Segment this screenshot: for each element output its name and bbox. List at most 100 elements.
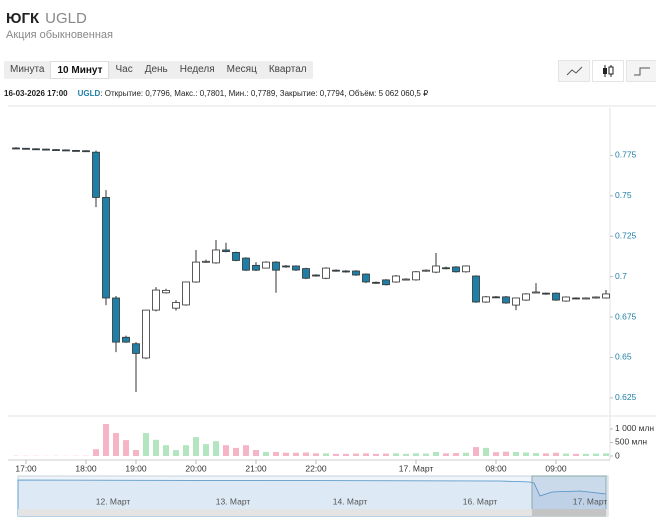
volume-bar	[543, 453, 549, 456]
navigator-selection[interactable]	[531, 475, 607, 517]
volume-bar	[593, 453, 599, 456]
candle-body	[312, 274, 320, 277]
candle-body	[602, 293, 610, 299]
volume-bar	[333, 453, 339, 456]
candle-body	[152, 289, 160, 311]
volume-bar	[443, 453, 449, 456]
scrollbar-thumb[interactable]	[532, 509, 606, 516]
x-tick-label: 21:00	[245, 463, 267, 473]
candle-body	[42, 148, 50, 151]
y-tick-label: 0.625	[615, 392, 637, 402]
tab[interactable]: Час	[115, 64, 133, 75]
volume-bar	[433, 451, 439, 456]
y-tick-label: 0.675	[615, 311, 637, 321]
volume-bar	[193, 437, 199, 456]
candle-body	[432, 265, 440, 273]
volume-bar	[263, 451, 269, 456]
candle-body	[542, 292, 550, 295]
x-tick-label: 18:00	[75, 463, 97, 473]
volume-bar	[213, 441, 219, 456]
candle-body	[132, 343, 140, 354]
line-button[interactable]	[558, 60, 590, 82]
tab[interactable]: Месяц	[226, 64, 257, 75]
volume-bar	[583, 453, 589, 456]
volume-tick-label: 500 млн	[615, 437, 647, 447]
x-tick-label: 17. Март	[399, 463, 434, 473]
subtitle: Акция обыкновенная	[6, 29, 113, 41]
volume-bar	[163, 445, 169, 456]
volume-bar	[513, 451, 519, 456]
volume-bar	[153, 439, 159, 456]
candle-button[interactable]	[592, 60, 624, 82]
candle-body	[472, 275, 480, 303]
candle-body	[52, 149, 60, 151]
volume-bar	[303, 452, 309, 456]
tab[interactable]: Квартал	[268, 64, 307, 75]
volume-bar	[173, 450, 179, 456]
candle-body	[592, 296, 600, 299]
candle-body	[282, 265, 290, 268]
candle-body	[82, 150, 90, 153]
scrollbar[interactable]	[18, 509, 608, 516]
x-tick-label: 17:00	[15, 463, 37, 473]
info-ticker: UGLD	[77, 89, 101, 98]
volume-bar	[113, 433, 119, 456]
candle-body	[32, 148, 40, 151]
navigator	[17, 475, 609, 517]
tab[interactable]: Минута	[10, 64, 45, 75]
volume-bar	[103, 424, 109, 456]
candle-body	[522, 293, 530, 301]
volume-bar	[383, 453, 389, 456]
candle-body	[582, 297, 590, 300]
volume-bar	[463, 452, 469, 456]
volume-bar	[183, 445, 189, 456]
candle-body	[402, 278, 410, 281]
volume-bar	[503, 451, 509, 456]
volume-bar	[423, 453, 429, 456]
volume-bar	[533, 453, 539, 456]
tab[interactable]: Неделя	[179, 64, 215, 75]
y-tick-label: 0.775	[615, 150, 637, 160]
volume-bar	[523, 452, 529, 456]
candle-body	[182, 281, 190, 306]
x-tick-label: 09:00	[545, 463, 567, 473]
step-button[interactable]	[626, 60, 656, 82]
candle-body	[532, 291, 540, 294]
volume-bar	[553, 452, 559, 456]
candle-body	[552, 292, 560, 301]
candle-body	[332, 269, 340, 272]
candle-body	[112, 297, 120, 343]
volume-bar	[93, 449, 99, 456]
volume-bar	[273, 451, 279, 456]
candle-body	[572, 297, 580, 300]
volume-bar	[323, 453, 329, 456]
candle-body	[382, 279, 390, 286]
info-line: 16-03-2026 17:00 UGLD: Открытие: 0,7796, …	[4, 89, 428, 98]
candle-body	[202, 260, 210, 263]
volume-bar	[603, 453, 609, 456]
volume-bar	[293, 452, 299, 456]
navigator-label: 13. Март	[216, 496, 251, 506]
info-datetime: 16-03-2026 17:00	[4, 89, 68, 98]
volume-bar	[453, 453, 459, 456]
candle-body	[232, 251, 240, 261]
volume-bar	[313, 453, 319, 456]
tab[interactable]: День	[144, 64, 168, 75]
volume-bar	[253, 450, 259, 456]
candle-body	[412, 271, 420, 281]
candle-body	[222, 249, 230, 252]
candle-body	[302, 268, 310, 279]
volume-bar	[563, 453, 569, 456]
tab[interactable]: 10 Минут	[50, 61, 110, 79]
x-tick-label: 19:00	[125, 463, 147, 473]
candle-body	[22, 147, 30, 150]
candle-body	[292, 265, 300, 271]
candle-body	[242, 257, 250, 271]
volume-bar	[243, 445, 249, 456]
y-tick-label: 0.75	[615, 190, 632, 200]
header: ЮГК UGLD	[6, 10, 87, 27]
volume-bar	[493, 452, 499, 456]
x-tick-label: 08:00	[485, 463, 507, 473]
candle-body	[212, 249, 220, 264]
volume-bar	[223, 445, 229, 456]
